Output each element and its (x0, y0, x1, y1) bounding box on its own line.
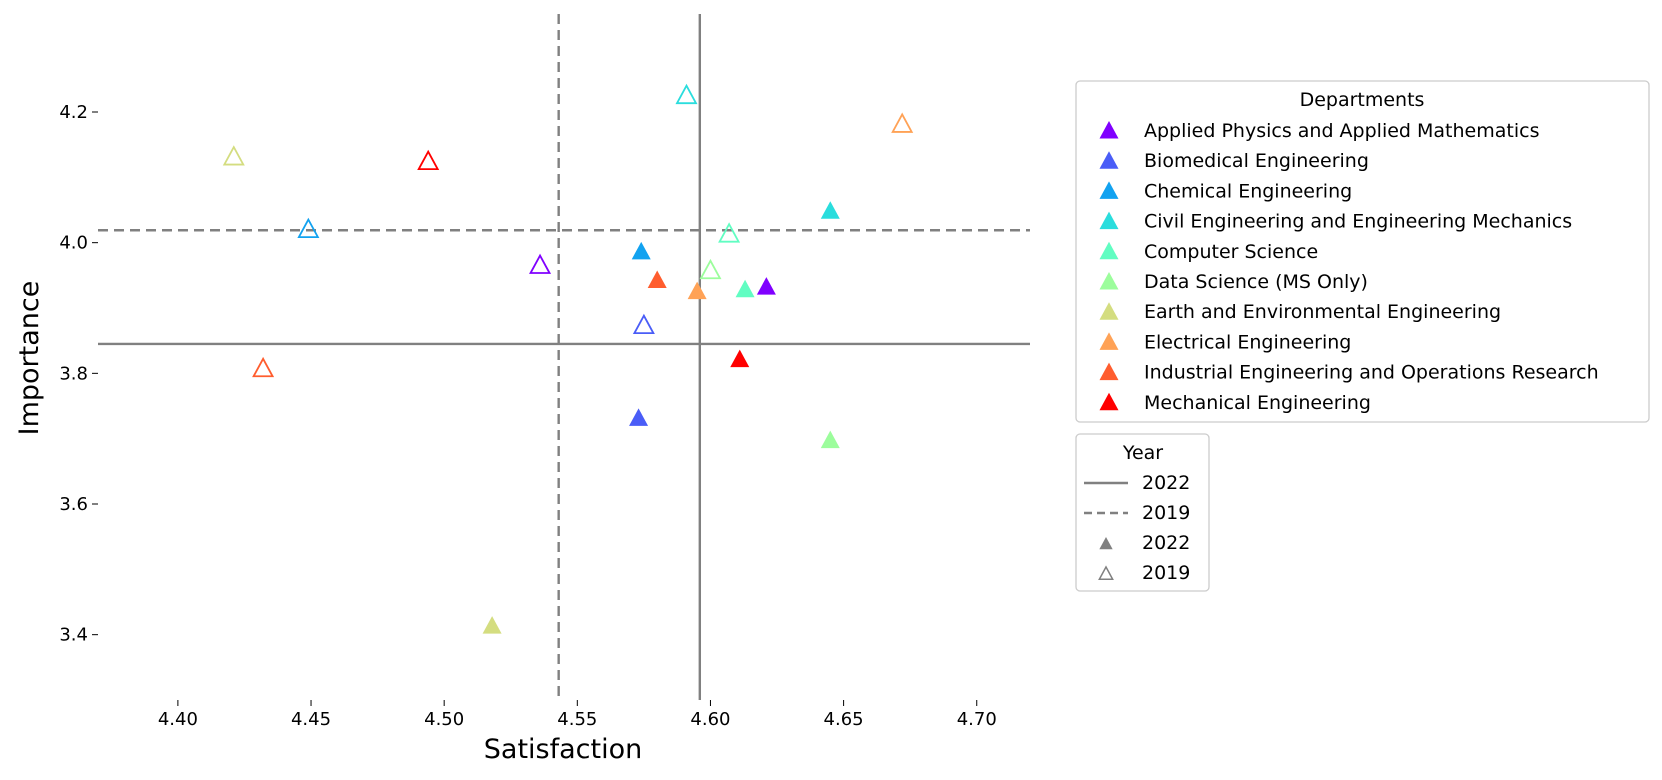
y-axis-label: Importance (14, 281, 45, 436)
legend-departments-frame (1075, 80, 1650, 423)
legend-year-title: Year (1122, 442, 1163, 464)
data-point-2019 (222, 145, 245, 166)
legend-department-marker (1099, 181, 1119, 199)
data-point-2019 (718, 222, 741, 243)
legend-department-marker (1099, 272, 1119, 290)
data-point-2022 (730, 349, 750, 368)
data-point-2019 (632, 313, 655, 335)
legend-department-label: Applied Physics and Applied Mathematics (1144, 120, 1539, 142)
y-tick-label: 3.4 (59, 625, 88, 646)
legend-department-marker (1099, 302, 1119, 320)
legend-year-label: 2019 (1142, 562, 1190, 584)
legend-department-label: Mechanical Engineering (1144, 392, 1371, 414)
legend-year-filled-triangle (1099, 537, 1113, 550)
legend-year-label: 2019 (1142, 502, 1190, 524)
x-tick-label: 4.60 (690, 709, 730, 730)
data-point-2022 (482, 616, 502, 634)
legend-department-marker (1099, 211, 1119, 230)
legend-department-marker (1099, 241, 1119, 260)
legend-departments-title: Departments (1300, 89, 1425, 111)
data-point-2019 (675, 83, 698, 105)
x-axis-label: Satisfaction (484, 734, 642, 765)
legend-department-label: Data Science (MS Only) (1144, 271, 1368, 293)
legend-department-label: Chemical Engineering (1144, 180, 1352, 202)
y-tick-label: 3.8 (59, 363, 88, 384)
data-point-2019 (417, 149, 440, 171)
legend-department-marker (1099, 332, 1119, 350)
data-point-2019 (891, 112, 914, 133)
data-point-2022 (820, 201, 840, 219)
plot-area (98, 14, 1030, 700)
legend-year-label: 2022 (1142, 472, 1190, 494)
x-axis: 4.40 4.45 4.50 4.55 4.60 4.65 4.70 (158, 700, 997, 730)
legend-department-label: Computer Science (1144, 241, 1318, 263)
legend-department-marker (1099, 121, 1119, 139)
legend-year-label: 2022 (1142, 532, 1190, 554)
legend-year-frame (1075, 433, 1210, 592)
legend-department-label: Civil Engineering and Engineering Mechan… (1144, 211, 1572, 233)
y-tick-label: 4.2 (59, 102, 88, 123)
data-point-2019 (529, 253, 552, 274)
y-tick-label: 4.0 (59, 233, 88, 254)
x-tick-label: 4.65 (824, 709, 864, 730)
data-point-2022 (820, 430, 840, 449)
legend-department-label: Electrical Engineering (1144, 331, 1351, 353)
data-point-2022 (735, 279, 755, 298)
legend-department-marker (1099, 362, 1119, 381)
legend-year: Year 2022 2019 2022 2019 (1075, 433, 1210, 592)
legend-departments: Departments Applied Physics and Applied … (1075, 80, 1650, 423)
y-axis: 3.4 3.6 3.8 4.0 4.2 (59, 102, 98, 646)
data-point-2019 (297, 217, 320, 239)
legend-year-hollow-triangle (1098, 565, 1114, 580)
data-point-2022 (647, 270, 667, 289)
x-tick-label: 4.70 (957, 709, 997, 730)
x-tick-label: 4.40 (158, 709, 198, 730)
legend-department-label: Biomedical Engineering (1144, 150, 1369, 172)
x-tick-label: 4.55 (557, 709, 597, 730)
data-point-2022 (629, 408, 649, 426)
data-point-2022 (756, 277, 776, 295)
data-point-2019 (699, 258, 722, 280)
y-tick-label: 3.6 (59, 494, 88, 515)
data-point-2019 (252, 356, 275, 378)
x-tick-label: 4.50 (424, 709, 464, 730)
x-tick-label: 4.45 (291, 709, 331, 730)
legend-department-marker (1099, 392, 1119, 411)
legend-department-label: Industrial Engineering and Operations Re… (1144, 362, 1599, 384)
data-point-2022 (631, 241, 651, 260)
legend-department-marker (1099, 151, 1119, 169)
legend-department-label: Earth and Environmental Engineering (1144, 301, 1501, 323)
data-point-2022 (687, 281, 707, 300)
